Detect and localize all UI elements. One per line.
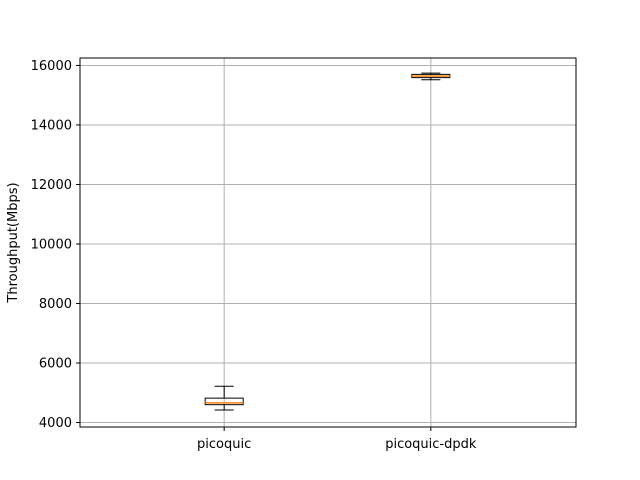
x-tick-label: picoquic-dpdk (385, 437, 477, 452)
y-axis-label: Throughput(Mbps) (6, 182, 21, 303)
y-tick-label: 6000 (39, 357, 72, 372)
x-tick-label: picoquic (197, 437, 251, 452)
y-tick-label: 10000 (31, 237, 72, 252)
x-axis-ticks: picoquic picoquic-dpdk (197, 427, 477, 452)
box-picoquic-dpdk (411, 72, 451, 81)
box-picoquic (204, 385, 244, 411)
boxes (204, 72, 451, 411)
y-tick-label: 16000 (31, 59, 72, 74)
plot-frame (79, 57, 577, 428)
y-tick-label: 14000 (31, 118, 72, 133)
y-axis-ticks: 4000 6000 8000 10000 12000 14000 16000 (31, 59, 80, 431)
grid-lines (80, 58, 576, 427)
y-tick-label: 12000 (31, 178, 72, 193)
y-tick-label: 4000 (39, 416, 72, 431)
plot-background (80, 58, 576, 427)
y-tick-label: 8000 (39, 297, 72, 312)
iqr-box (204, 397, 244, 406)
